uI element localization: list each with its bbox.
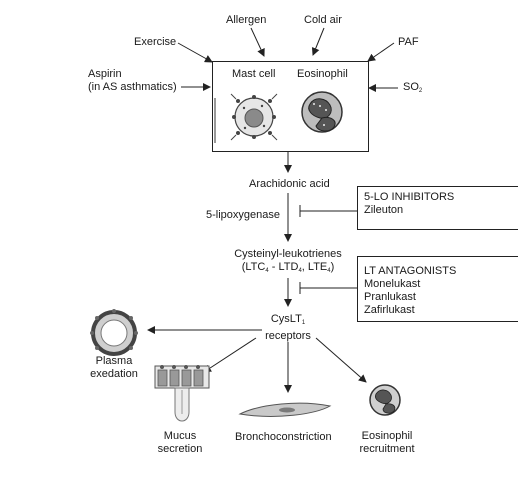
lt-antagonist-item: Monelukast	[364, 278, 421, 290]
eos-line2: recruitment	[359, 443, 415, 455]
cyslt-line2: receptors	[265, 330, 311, 342]
eosinophil-recruitment-label: Eosinophil recruitment	[352, 430, 422, 456]
cysteinyl-line2: (LTC4 - LTD4, LTE4)	[241, 261, 335, 274]
smooth-muscle-icon	[238, 402, 332, 417]
trigger-so2-text: SO	[403, 81, 419, 93]
cyslt-line1: CysLT1	[270, 313, 306, 326]
plasma-exudation-label: Plasma exedation	[82, 355, 146, 381]
lt-antagonist-item: Zafirlukast	[364, 304, 415, 316]
arrow-exercise	[177, 42, 213, 63]
lt-antagonists-title: LT ANTAGONISTS	[364, 265, 457, 277]
trigger-paf: PAF	[398, 36, 419, 48]
eosinophil-label: Eosinophil	[297, 68, 348, 80]
mast-cell-label: Mast cell	[232, 68, 276, 80]
trigger-so2-sub: 2	[418, 88, 423, 94]
arrow-to-mucus	[203, 337, 257, 373]
cyslt-receptors-label: CysLT1 receptors	[256, 313, 320, 343]
box-left-stripe	[214, 98, 216, 143]
eosinophil-icon	[301, 91, 343, 133]
arrow-cold-air	[311, 27, 325, 56]
mucus-secretion-label: Mucus secretion	[148, 430, 212, 456]
mucus-line2: secretion	[157, 443, 203, 455]
trigger-aspirin-line2: (in AS asthmatics)	[88, 81, 177, 93]
arrow-allergen	[250, 27, 265, 57]
five-lo-inhibitors-box: 5-LO INHIBITORS Zileuton	[357, 186, 518, 230]
trigger-aspirin: Aspirin (in AS asthmatics)	[88, 68, 177, 94]
arachidonic-acid-label: Arachidonic acid	[249, 178, 330, 190]
recruited-eosinophil-icon	[369, 384, 401, 416]
five-lo-inhibitor-item: Zileuton	[364, 204, 404, 216]
trigger-aspirin-line1: Aspirin	[88, 68, 122, 80]
cysteinyl-leukotrienes-label: Cysteinyl-leukotrienes (LTC4 - LTD4, LTE…	[232, 248, 344, 278]
trigger-allergen: Allergen	[226, 14, 267, 26]
bronchoconstriction-label: Bronchoconstriction	[235, 431, 332, 443]
arrow-to-eosinophil	[315, 337, 367, 383]
lt-antagonists-box: LT ANTAGONISTS Monelukast Pranlukast Zaf…	[357, 256, 518, 322]
plasma-line1: Plasma	[95, 355, 133, 367]
lt-antagonist-item: Pranlukast	[364, 291, 416, 303]
five-lipoxygenase-label: 5-lipoxygenase	[206, 209, 280, 221]
goblet-cell-icon	[154, 365, 210, 422]
arrow-paf	[367, 42, 395, 62]
eos-line1: Eosinophil	[361, 430, 413, 442]
trigger-exercise: Exercise	[134, 36, 177, 48]
cysteinyl-line1: Cysteinyl-leukotrienes	[234, 248, 342, 260]
trigger-so2: SO2	[403, 81, 422, 98]
mucus-line1: Mucus	[163, 430, 197, 442]
mast-cell-icon	[230, 93, 278, 141]
five-lo-inhibitors-title: 5-LO INHIBITORS	[364, 191, 455, 203]
trigger-cold-air: Cold air	[304, 14, 342, 26]
vessel-icon	[90, 309, 138, 356]
plasma-line2: exedation	[90, 368, 138, 380]
